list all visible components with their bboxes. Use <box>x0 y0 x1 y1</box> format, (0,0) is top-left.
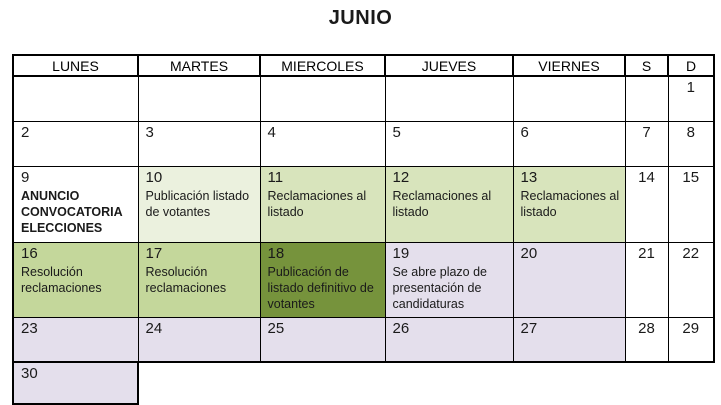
day-cell-12: 12 Reclamaciones al listado <box>384 166 514 243</box>
day-number: 3 <box>145 124 154 141</box>
day-cell-29: 29 <box>667 317 715 363</box>
day-cell-10: 10 Publicación listado de votantes <box>137 166 261 243</box>
week-row: 23 24 25 26 27 28 29 <box>12 317 715 363</box>
day-cell-27: 27 <box>512 317 626 363</box>
week-row: 9 ANUNCIO CONVOCATORIA ELECCIONES 10 Public… <box>12 166 715 243</box>
outside-grid-cell <box>385 362 513 404</box>
day-number: 22 <box>682 245 700 262</box>
week-row: 30 <box>12 361 714 405</box>
day-number: 9 <box>21 169 30 186</box>
empty-day-cell <box>512 75 626 122</box>
day-number: 27 <box>520 320 538 337</box>
day-cell-25: 25 <box>259 317 386 363</box>
day-cell-18: 18 Publicación de listado definitivo de v… <box>259 242 386 318</box>
day-number: 23 <box>21 320 38 337</box>
day-note: Publicación de listado definitivo de vot… <box>267 265 374 311</box>
day-note: Resolución reclamaciones <box>21 265 102 295</box>
day-number: 12 <box>392 169 410 186</box>
day-cell-8: 8 <box>667 121 715 167</box>
day-cell-13: 13 Reclamaciones al listado <box>512 166 626 243</box>
outside-grid-cell <box>625 362 668 404</box>
week-row: 1 <box>12 75 715 122</box>
day-number: 18 <box>267 245 285 262</box>
outside-grid-cell <box>260 362 385 404</box>
day-number: 8 <box>686 124 695 141</box>
day-cell-15: 15 <box>667 166 715 243</box>
day-note: Reclamaciones al listado <box>520 189 620 219</box>
day-note: ANUNCIO CONVOCATORIA ELECCIONES <box>21 189 123 235</box>
day-number: 20 <box>520 245 538 262</box>
day-cell-22: 22 <box>667 242 715 318</box>
day-cell-1: 1 <box>667 75 715 122</box>
day-note: Reclamaciones al listado <box>267 189 367 219</box>
empty-day-cell <box>137 75 261 122</box>
day-cell-2: 2 <box>12 121 139 167</box>
outside-grid-cell <box>138 362 260 404</box>
day-cell-30: 30 <box>12 361 139 405</box>
day-cell-7: 7 <box>624 121 669 167</box>
day-cell-26: 26 <box>384 317 514 363</box>
day-number: 21 <box>638 245 655 262</box>
day-number: 1 <box>686 79 695 96</box>
day-number: 25 <box>267 320 285 337</box>
outside-grid-cell <box>668 362 714 404</box>
day-cell-4: 4 <box>259 121 386 167</box>
day-cell-5: 5 <box>384 121 514 167</box>
day-number: 7 <box>642 124 651 141</box>
day-cell-16: 16 Resolución reclamaciones <box>12 242 139 318</box>
day-note: Resolución reclamaciones <box>145 265 227 295</box>
header-jueves: JUEVES <box>384 54 514 77</box>
day-cell-3: 3 <box>137 121 261 167</box>
day-number: 16 <box>21 245 38 262</box>
day-note: Publicación listado de votantes <box>145 189 250 219</box>
day-cell-17: 17 Resolución reclamaciones <box>137 242 261 318</box>
header-viernes: VIERNES <box>512 54 626 77</box>
day-number: 26 <box>392 320 410 337</box>
week-row: 2 3 4 5 6 7 8 <box>12 121 715 167</box>
calendar-month-title: JUNIO <box>328 7 393 29</box>
weekday-header-row: LUNES MARTES MIERCOLES JUEVES VIERNES S … <box>12 54 715 77</box>
outside-grid-cell <box>513 362 625 404</box>
day-cell-19: 19 Se abre plazo de presentación de candi… <box>384 242 514 318</box>
day-number: 17 <box>145 245 163 262</box>
day-number: 13 <box>520 169 538 186</box>
day-number: 24 <box>145 320 163 337</box>
day-number: 29 <box>682 320 700 337</box>
empty-day-cell <box>384 75 514 122</box>
header-domingo: D <box>667 54 715 77</box>
day-cell-6: 6 <box>512 121 626 167</box>
june-calendar-table: LUNES MARTES MIERCOLES JUEVES VIERNES S … <box>12 54 715 405</box>
day-cell-14: 14 <box>624 166 669 243</box>
empty-day-cell <box>624 75 669 122</box>
day-number: 14 <box>638 169 655 186</box>
day-cell-20: 20 <box>512 242 626 318</box>
day-number: 6 <box>520 124 529 141</box>
header-sabado: S <box>624 54 669 77</box>
header-miercoles: MIERCOLES <box>259 54 386 77</box>
day-number: 30 <box>21 365 38 382</box>
day-cell-21: 21 <box>624 242 669 318</box>
day-cell-9: 9 ANUNCIO CONVOCATORIA ELECCIONES <box>12 166 139 243</box>
day-note: Reclamaciones al listado <box>392 189 492 219</box>
header-martes: MARTES <box>137 54 261 77</box>
day-number: 4 <box>267 124 276 141</box>
day-number: 10 <box>145 169 163 186</box>
day-number: 28 <box>638 320 655 337</box>
day-number: 15 <box>682 169 700 186</box>
day-number: 2 <box>21 124 30 141</box>
day-cell-23: 23 <box>12 317 139 363</box>
header-lunes: LUNES <box>12 54 139 77</box>
week-row: 16 Resolución reclamaciones 17 Resolución r… <box>12 242 715 318</box>
day-number: 5 <box>392 124 401 141</box>
day-number: 11 <box>267 169 284 186</box>
empty-day-cell <box>12 75 139 122</box>
day-note: Se abre plazo de presentación de candida… <box>392 265 488 311</box>
calendar-body: 1 2 3 4 5 6 7 8 9 ANUNCIO CONVOCATORIA ELECCIONES… <box>12 75 715 405</box>
day-cell-24: 24 <box>137 317 261 363</box>
day-cell-28: 28 <box>624 317 669 363</box>
day-cell-11: 11 Reclamaciones al listado <box>259 166 386 243</box>
day-number: 19 <box>392 245 410 262</box>
empty-day-cell <box>259 75 386 122</box>
